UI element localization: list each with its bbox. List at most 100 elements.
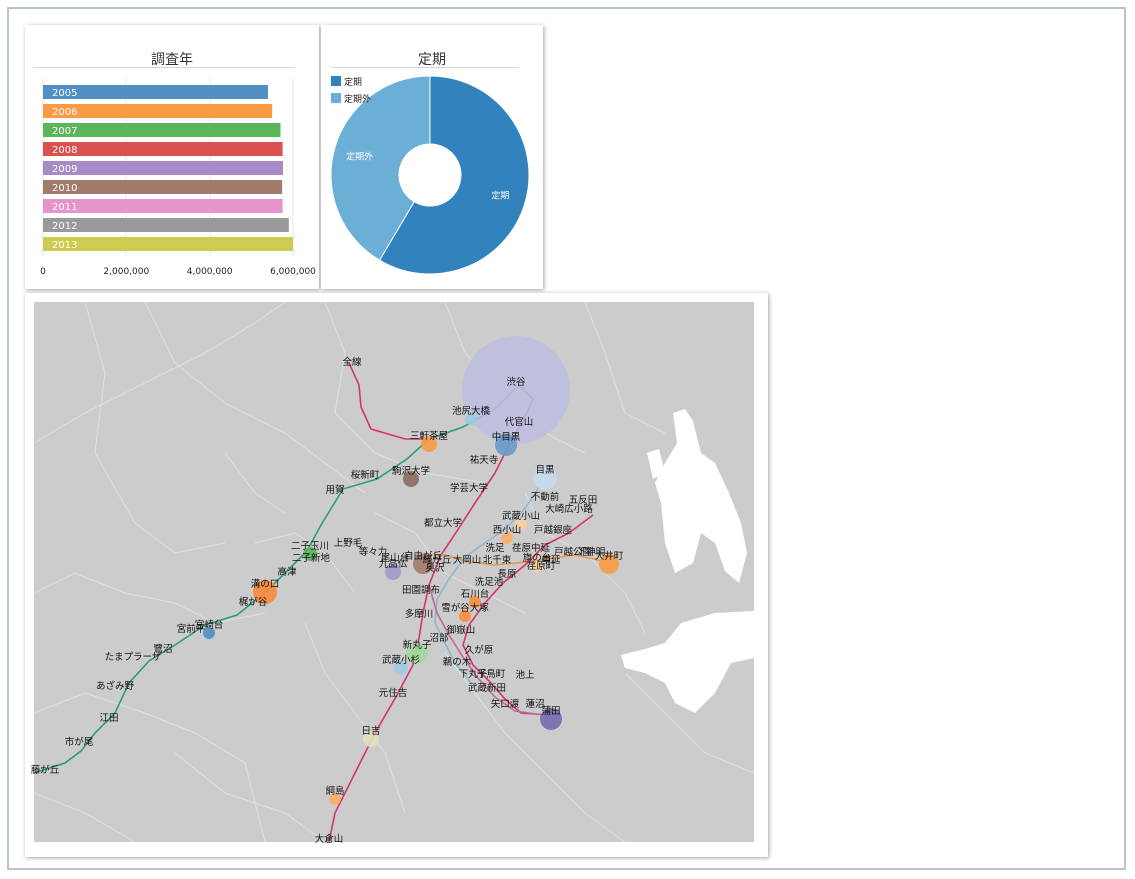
station-marker[interactable] xyxy=(531,560,543,572)
station-label: 荏原町 xyxy=(527,561,556,572)
route-meguro xyxy=(434,466,546,684)
station-marker[interactable] xyxy=(465,413,477,425)
bar-label-2009: 2009 xyxy=(52,164,77,175)
x-tick-label: 4,000,000 xyxy=(187,267,233,277)
station-marker[interactable] xyxy=(533,466,557,490)
station-label: 武蔵新田 xyxy=(468,682,506,694)
station-label: 江田 xyxy=(99,713,118,724)
station-marker[interactable] xyxy=(303,547,317,561)
bar-2006[interactable] xyxy=(43,104,273,118)
bar-chart-title: 調査年 xyxy=(151,52,193,68)
station-marker[interactable] xyxy=(329,793,341,805)
bar-2009[interactable] xyxy=(43,161,283,175)
station-label: 溝の口 xyxy=(251,578,280,590)
station-label: 荏原中延 xyxy=(512,542,551,554)
station-label: 九品仏 xyxy=(379,558,408,570)
station-labels: 全線渋谷池尻大橋代官山三軒茶屋 中目黒祐天寺目黒 桜新町 駒沢大学用賀 学芸大学不動前五… xyxy=(31,356,624,845)
station-label: 田園調布 xyxy=(402,584,440,596)
station-marker[interactable] xyxy=(413,554,433,574)
station-marker[interactable] xyxy=(203,627,215,639)
station-marker[interactable] xyxy=(495,434,517,456)
pie-slice-1[interactable] xyxy=(330,75,431,261)
bar-label-2005: 2005 xyxy=(52,88,77,99)
station-label: 桜新町 xyxy=(351,469,380,481)
station-label: 武蔵小杉 xyxy=(382,654,421,666)
bar-2011[interactable] xyxy=(43,199,283,213)
station-marker[interactable] xyxy=(469,596,481,608)
bar-2012[interactable] xyxy=(43,218,289,232)
legend-label: 定期外 xyxy=(344,93,371,105)
station-marker[interactable] xyxy=(363,731,379,747)
station-label: 大崎広小路 xyxy=(545,503,593,515)
station-marker[interactable] xyxy=(501,532,513,544)
pie-chart-panel: 定期 定期 定期外 定期 定期外 xyxy=(321,25,543,289)
legend-swatch xyxy=(331,76,341,86)
route-oimachi xyxy=(427,554,604,566)
legend-label: 定期 xyxy=(344,76,362,88)
x-tick-label: 2,000,000 xyxy=(103,267,149,277)
station-marker[interactable] xyxy=(403,471,419,487)
station-label: 下丸子 xyxy=(459,668,488,680)
station-label: 用賀 xyxy=(325,484,344,496)
station-marker[interactable] xyxy=(385,564,401,580)
station-label: 蓮沼 xyxy=(525,698,544,710)
station-marker[interactable] xyxy=(459,610,471,622)
bar-2010[interactable] xyxy=(43,180,283,194)
station-marker[interactable] xyxy=(515,518,527,530)
station-label: 戸越銀座 xyxy=(534,524,573,536)
station-label: 矢口渡 xyxy=(491,698,520,710)
station-label: 北千束 xyxy=(483,555,512,566)
station-label: 長原 xyxy=(497,569,516,580)
station-marker[interactable] xyxy=(406,642,428,664)
bar-label-2013: 2013 xyxy=(52,240,77,251)
bar-label-2011: 2011 xyxy=(52,202,77,213)
bar-2005[interactable] xyxy=(43,85,268,99)
station-label: 駒沢大学 xyxy=(392,465,430,477)
station-label: たまプラーザ xyxy=(105,652,162,663)
station-label: 下神明 xyxy=(577,546,606,558)
station-label: 高津 xyxy=(277,566,297,578)
district-boundaries xyxy=(33,301,755,843)
bar-2013[interactable] xyxy=(43,237,293,251)
station-markers[interactable] xyxy=(203,336,619,805)
bar-chart: 0 2,000,000 4,000,000 6,000,000 2005 2006 2007… xyxy=(40,79,316,277)
station-label: 三軒茶屋 xyxy=(410,430,448,442)
station-label: 御嶽山 xyxy=(447,624,476,636)
station-label: 都立大学 xyxy=(424,517,462,529)
bar-title-rule xyxy=(33,67,295,68)
station-label: 不動前 xyxy=(531,491,560,503)
x-tick-label: 0 xyxy=(40,267,46,277)
station-marker[interactable] xyxy=(421,436,437,452)
station-marker[interactable] xyxy=(394,661,408,675)
station-label: 多摩川 xyxy=(405,608,434,620)
station-map[interactable]: 全線渋谷池尻大橋代官山三軒茶屋 中目黒祐天寺目黒 桜新町 駒沢大学用賀 学芸大学不動前五… xyxy=(25,293,768,857)
station-marker[interactable] xyxy=(599,554,619,574)
station-label: 代官山 xyxy=(505,416,534,428)
station-label: 洗足池 xyxy=(475,576,504,588)
station-marker[interactable] xyxy=(253,580,277,604)
station-label: 沼部 xyxy=(429,632,448,644)
station-label: 奥沢 xyxy=(425,562,445,574)
bar-2007[interactable] xyxy=(43,123,281,137)
station-label: 全線 xyxy=(342,356,362,368)
station-label: 緑が丘 xyxy=(423,554,452,566)
station-marker[interactable] xyxy=(462,336,570,444)
route-ikegami xyxy=(462,514,594,716)
station-label: 市が尾 xyxy=(65,736,94,748)
bar-label-2012: 2012 xyxy=(52,221,77,232)
pie-slice-label: 定期 xyxy=(491,189,509,201)
station-label: 学芸大学 xyxy=(450,482,488,494)
station-label: 尾山台 xyxy=(381,552,410,564)
station-label: 中目黒 xyxy=(492,431,521,443)
station-label: 藤が丘 xyxy=(31,764,60,776)
station-label: 五反田 xyxy=(569,495,598,506)
station-marker[interactable] xyxy=(540,708,562,730)
bar-label-2008: 2008 xyxy=(52,145,77,156)
bar-2008[interactable] xyxy=(43,142,283,156)
x-tick-label: 6,000,000 xyxy=(270,267,316,277)
pie-slice-0[interactable] xyxy=(378,75,530,275)
station-label: 渋谷 xyxy=(506,376,526,388)
station-label: 池上 xyxy=(515,669,535,681)
map-panel: 全線 渋谷 池尻大橋 代官山 三軒茶屋 中目黒 祐天寺 目黒 桜新町 駒沢大学 用賀 学芸大学 不動前五… xyxy=(25,293,768,857)
station-label: 日吉 xyxy=(361,726,380,737)
